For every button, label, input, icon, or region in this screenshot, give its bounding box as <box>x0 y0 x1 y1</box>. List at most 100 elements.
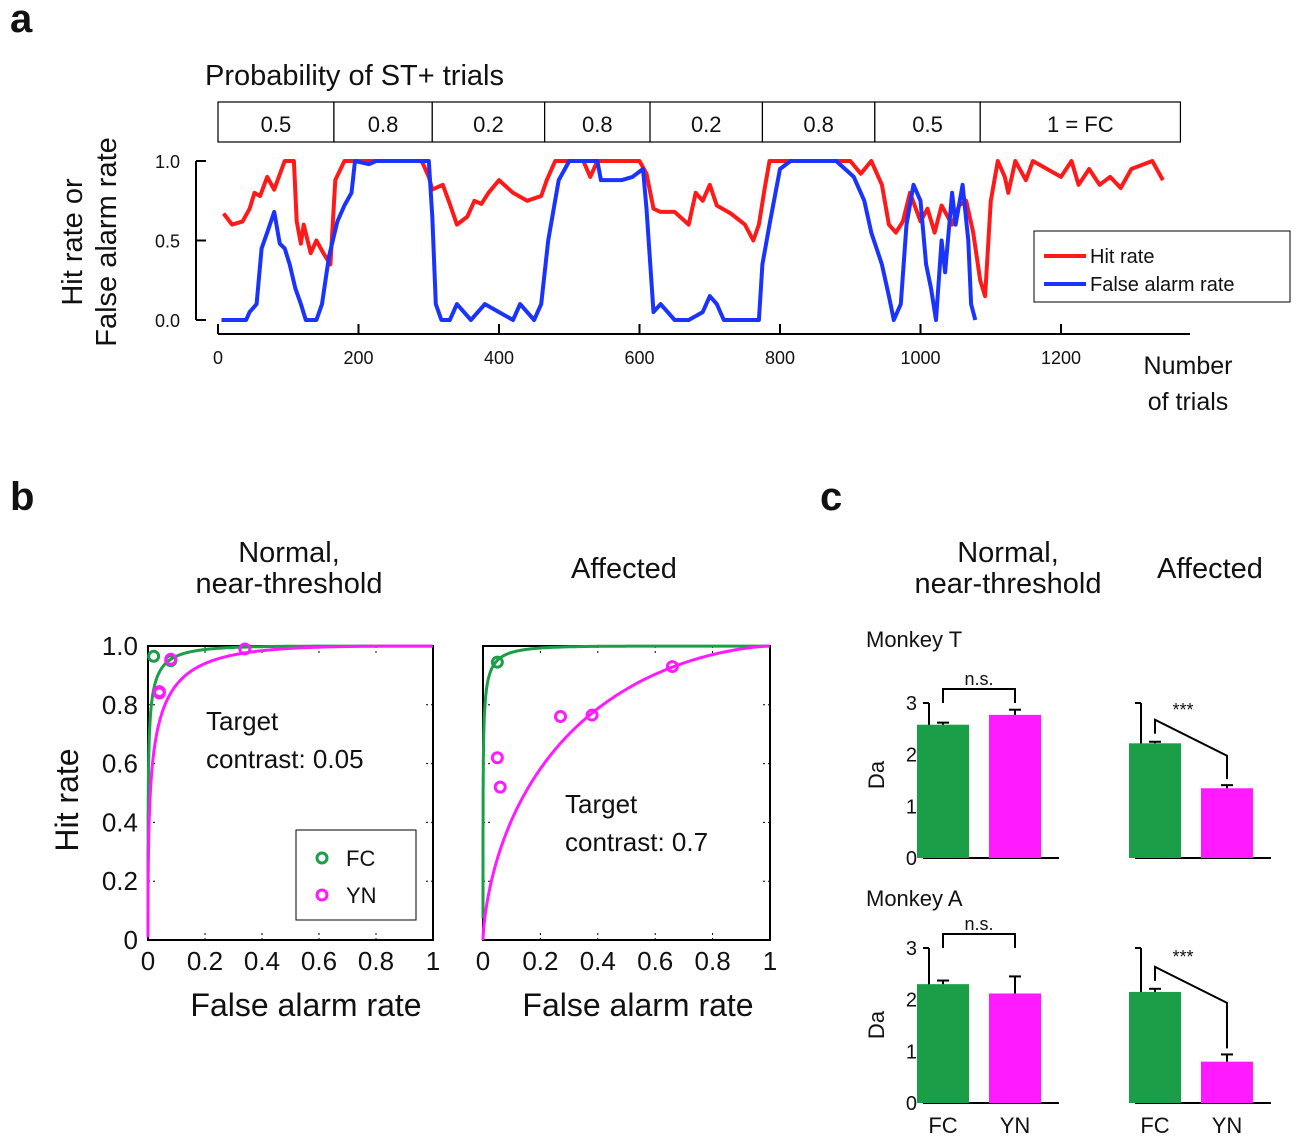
probability-block-1 <box>333 101 433 143</box>
monkey-t-ylabel: Da <box>864 760 889 789</box>
panel-c-normal-title-2: near-threshold <box>915 568 1102 600</box>
panel-c-normal-title-1: Normal, <box>957 537 1059 569</box>
probability-blocks: 0.5 0.8 0.2 0.8 0.2 0.8 0.5 1 = FC <box>217 101 1182 143</box>
roc-affected-x-tick-label-0: 0 <box>476 946 490 976</box>
panel-a-axes: 0.0 0.5 1.0 0 200 400 600 800 1000 1200 <box>155 152 1190 368</box>
panel-b-legend-box <box>295 829 417 921</box>
probability-block-label-3: 0.8 <box>582 112 613 137</box>
bars-t-normal-bar-fc <box>917 724 969 858</box>
bars-a-affected-sig-label: *** <box>1172 947 1193 967</box>
bars-a-affected-category-label-0: FC <box>1140 1113 1169 1136</box>
roc-affected-x-tick-label-1: 0.2 <box>522 946 558 976</box>
roc-normal-x-tick-label-0: 0 <box>141 946 155 976</box>
legend-yn-marker <box>315 888 329 902</box>
probability-block-0 <box>217 101 335 143</box>
bars-a-normal-y-tick-label-3: 3 <box>906 938 917 960</box>
bars-a-normal-sig-bracket <box>942 933 1016 948</box>
roc-normal-y-tick-label-4: 0.8 <box>102 690 138 720</box>
probability-block-4 <box>649 101 764 143</box>
panel-b-legend: FC YN <box>295 829 417 921</box>
panel-b-normal-annotation-2: contrast: 0.05 <box>206 744 364 774</box>
bars-t-normal-y-tick-label-0: 0 <box>906 848 917 870</box>
roc-affected-yn-point-2 <box>553 710 567 724</box>
bars-a-affected-sig-bracket <box>1154 965 1228 1049</box>
panel-a-x-tick-label-0: 0 <box>213 348 223 368</box>
panel-c-affected-title: Affected <box>1157 553 1263 585</box>
panel-b-affected-plot: 0 0.2 0.4 0.6 0.8 1 <box>476 644 777 976</box>
panel-b-affected-xlabel: False alarm rate <box>522 987 753 1023</box>
roc-normal-yn-roc-curve <box>146 644 433 938</box>
roc-normal-yn-point-3 <box>238 642 252 656</box>
probability-block-label-6: 0.5 <box>912 112 943 137</box>
panel-b-affected-title: Affected <box>571 553 677 585</box>
roc-affected-yn-roc-curve <box>481 644 770 940</box>
legend-fc-label: FC <box>346 846 375 871</box>
roc-normal-x-tick-label-3: 0.6 <box>301 946 337 976</box>
panel-a-x-tick-label-3: 600 <box>624 348 654 368</box>
panel-a-series <box>221 159 1165 322</box>
panel-a-legend: Hit rate False alarm rate <box>1033 230 1291 303</box>
bars-t-normal-sig-label: n.s. <box>964 669 993 689</box>
roc-normal-y-tick-label-1: 0.2 <box>102 866 138 896</box>
roc-affected-x-tick-label-4: 0.8 <box>695 946 731 976</box>
panel-b-affected-annotation-2: contrast: 0.7 <box>565 827 708 857</box>
bars-a-normal-bar-yn <box>989 993 1041 1103</box>
panel-a-ylabel-line2: False alarm rate <box>91 137 123 347</box>
panel-a-x-tick-label-6: 1200 <box>1041 348 1081 368</box>
hit-rate-line <box>222 159 1165 299</box>
bars-a-normal-category-label-1: YN <box>1000 1113 1031 1136</box>
false-alarm-rate-line <box>221 159 978 322</box>
roc-affected-fc-point-0 <box>490 655 504 669</box>
panel-b-normal-xlabel: False alarm rate <box>190 987 421 1023</box>
bars-t-normal-y-tick-label-2: 2 <box>906 745 917 767</box>
roc-normal-y-tick-label-3: 0.6 <box>102 749 138 779</box>
panel-a-x-tick-label-1: 200 <box>343 348 373 368</box>
panel-b-letter: b <box>10 475 34 519</box>
panel-a-y-tick-label-2: 1.0 <box>155 152 180 172</box>
probability-block-label-1: 0.8 <box>368 112 399 137</box>
panel-c-letter: c <box>820 475 842 519</box>
roc-normal-fc-point-0 <box>147 649 161 663</box>
probability-block-label-2: 0.2 <box>473 112 504 137</box>
legend-yn-label: YN <box>346 883 377 908</box>
panel-a-x-tick-label-5: 1000 <box>900 348 940 368</box>
bars-t-affected-sig-bracket <box>1154 718 1228 780</box>
panel-a-ylabel-line1: Hit rate or <box>57 178 89 306</box>
roc-normal-x-tick-label-2: 0.4 <box>244 946 280 976</box>
monkey-a-ylabel: Da <box>864 1010 889 1039</box>
bars-a-normal-y-tick-label-0: 0 <box>906 1093 917 1115</box>
bars-t-normal-y-tick-label-1: 1 <box>906 796 917 818</box>
probability-block-label-0: 0.5 <box>261 112 292 137</box>
bars-a-normal-y-tick-label-2: 2 <box>906 990 917 1012</box>
monkey-t-label: Monkey T <box>866 627 962 652</box>
panel-a-letter: a <box>10 0 33 41</box>
legend-hit-label: Hit rate <box>1090 246 1154 268</box>
probability-block-5 <box>761 101 876 143</box>
probability-block-6 <box>874 101 981 143</box>
panel-b-normal-plot: 0 0.2 0.4 0.6 0.8 1 0 0.2 0.4 0.6 0.8 1.0 <box>102 631 440 976</box>
bars-t-affected-bar-fc <box>1129 743 1181 858</box>
bars-a-normal-category-label-0: FC <box>928 1113 957 1136</box>
roc-normal-y-tick-label-0: 0 <box>124 925 138 955</box>
panel-c-bar-plots: 0 1 2 3 n.s. *** 0 1 2 3 FC YN n.s. FC YN *** <box>906 669 1271 1136</box>
bars-a-normal-sig-label: n.s. <box>964 914 993 934</box>
panel-a-x-tick-label-4: 800 <box>765 348 795 368</box>
roc-affected-yn-point-4 <box>665 660 679 674</box>
panel-b-ylabel: Hit rate <box>49 748 85 851</box>
probability-block-2 <box>431 101 546 143</box>
bars-t-normal-y-tick-label-3: 3 <box>906 693 917 715</box>
probability-title: Probability of ST+ trials <box>205 60 504 92</box>
roc-normal-x-tick-label-4: 0.8 <box>358 946 394 976</box>
roc-affected-yn-point-1 <box>493 780 507 794</box>
roc-affected-fc-roc-curve <box>481 644 770 919</box>
legend-fc-marker <box>315 851 329 865</box>
bars-t-affected-bar-yn <box>1201 788 1253 858</box>
roc-affected-yn-point-0 <box>490 751 504 765</box>
panel-a-y-tick-label-0: 0.0 <box>155 311 180 331</box>
roc-normal-y-tick-label-2: 0.4 <box>102 807 138 837</box>
bars-a-normal-y-tick-label-1: 1 <box>906 1041 917 1063</box>
bars-a-affected-bar-fc <box>1129 991 1181 1103</box>
monkey-a-label: Monkey A <box>866 886 963 911</box>
bars-a-affected-category-label-1: YN <box>1212 1113 1243 1136</box>
bars-t-affected-sig-label: *** <box>1172 700 1193 720</box>
